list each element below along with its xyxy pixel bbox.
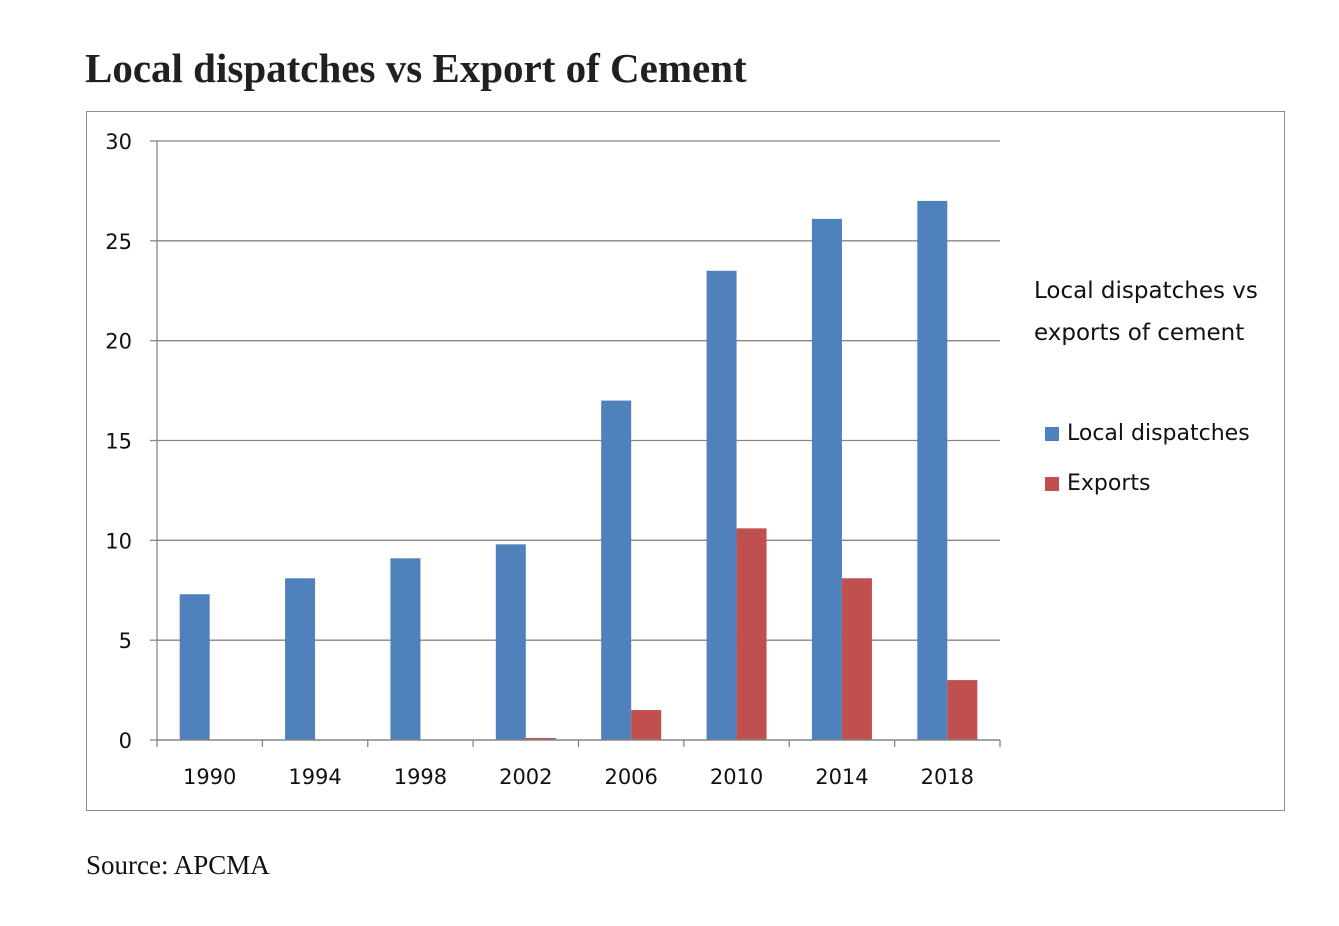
legend-label: Exports xyxy=(1067,471,1151,496)
x-tick-label: 2018 xyxy=(921,765,974,789)
bar-exports-2018 xyxy=(947,680,978,740)
y-tick-label: 0 xyxy=(119,729,132,753)
y-tick-label: 30 xyxy=(105,130,132,154)
legend-swatch-exports xyxy=(1045,476,1059,491)
x-tick-label: 1990 xyxy=(183,765,236,789)
x-tick-label: 1994 xyxy=(288,765,341,789)
y-tick-label: 20 xyxy=(105,330,132,354)
bar-exports-2010 xyxy=(736,528,767,740)
legend-title-line-1: Local dispatches vs xyxy=(1034,278,1258,304)
y-tick-label: 25 xyxy=(105,230,132,254)
legend-item-local-dispatches: Local dispatches xyxy=(1045,421,1250,446)
x-tick-label: 2006 xyxy=(604,765,657,789)
legend-swatch-local xyxy=(1045,426,1059,441)
bar-local-dispatches-2010 xyxy=(706,270,737,740)
bar-local-dispatches-2018 xyxy=(917,200,948,740)
bar-exports-2006 xyxy=(631,710,662,740)
chart-title: Local dispatches vs Export of Cement xyxy=(85,45,747,91)
y-tick-label: 5 xyxy=(119,629,132,653)
legend-label: Local dispatches xyxy=(1067,421,1250,446)
bar-exports-2014 xyxy=(841,578,872,740)
bar-local-dispatches-1994 xyxy=(285,578,316,740)
bar-exports-2002 xyxy=(525,738,556,740)
bar-local-dispatches-1990 xyxy=(179,594,210,740)
legend-title-line-2: exports of cement xyxy=(1034,320,1245,346)
legend-title: Local dispatches vs exports of cement xyxy=(1034,270,1258,354)
y-tick-label: 10 xyxy=(105,529,132,553)
x-tick-label: 2010 xyxy=(710,765,763,789)
bar-local-dispatches-2014 xyxy=(811,218,842,740)
bar-local-dispatches-2002 xyxy=(495,544,526,740)
bar-local-dispatches-2006 xyxy=(601,400,632,740)
x-tick-label: 2002 xyxy=(499,765,552,789)
chart-frame xyxy=(86,111,1285,811)
y-tick-label: 15 xyxy=(105,430,132,454)
x-tick-label: 2014 xyxy=(815,765,868,789)
x-tick-label: 1998 xyxy=(394,765,447,789)
legend-item-exports: Exports xyxy=(1045,471,1150,496)
bar-local-dispatches-1998 xyxy=(390,558,421,740)
source-note: Source: APCMA xyxy=(86,850,270,880)
